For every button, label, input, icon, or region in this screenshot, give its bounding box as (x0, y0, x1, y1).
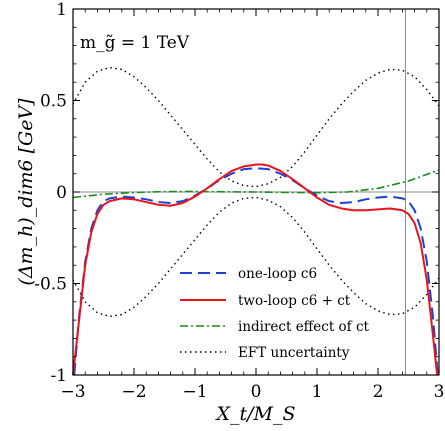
x-tick-label: −1 (182, 382, 207, 402)
y-tick-label: 0 (56, 183, 67, 203)
legend-label-one-loop: one-loop c6 (238, 266, 317, 282)
plot-frame (72, 8, 440, 376)
y-tick-label: 0.5 (40, 92, 67, 112)
x-tick-label: 3 (434, 382, 445, 402)
x-tick-label: 1 (312, 382, 323, 402)
series-line-eft-uncertainty-upper (72, 66, 440, 188)
y-tick-label: 1 (56, 0, 67, 20)
x-tick-label: −3 (60, 382, 85, 402)
chart-annotation: m_g̃ = 1 TeV (80, 33, 190, 53)
x-tick-label: 2 (373, 382, 384, 402)
series-line-eft-uncertainty-lower (72, 196, 440, 318)
legend-label-two-loop: two-loop c6 + ct (238, 293, 351, 309)
ticks-layer: −3 −2 −1 0 1 2 3 -1 -0.5 0 0.5 1 (34, 0, 444, 402)
series-layer (72, 66, 440, 376)
legend-label-eft: EFT uncertainty (238, 345, 350, 361)
y-tick-label: -1 (50, 366, 67, 386)
legend: one-loop c6 two-loop c6 + ct indirect ef… (180, 266, 370, 361)
y-tick-label: -0.5 (34, 275, 67, 295)
y-axis-label: (Δm_h)_dim6 [GeV] (15, 98, 37, 286)
series-line-one-loop-c6 (73, 167, 439, 376)
legend-label-indirect: indirect effect of ct (238, 319, 370, 335)
series-line-indirect-effect-of-ct (72, 169, 440, 199)
x-tick-label: −2 (121, 382, 146, 402)
series-line-two-loop-c6-ct (72, 163, 439, 376)
x-axis-label: X_t/M_S (214, 403, 295, 425)
x-tick-label: 0 (251, 382, 262, 402)
